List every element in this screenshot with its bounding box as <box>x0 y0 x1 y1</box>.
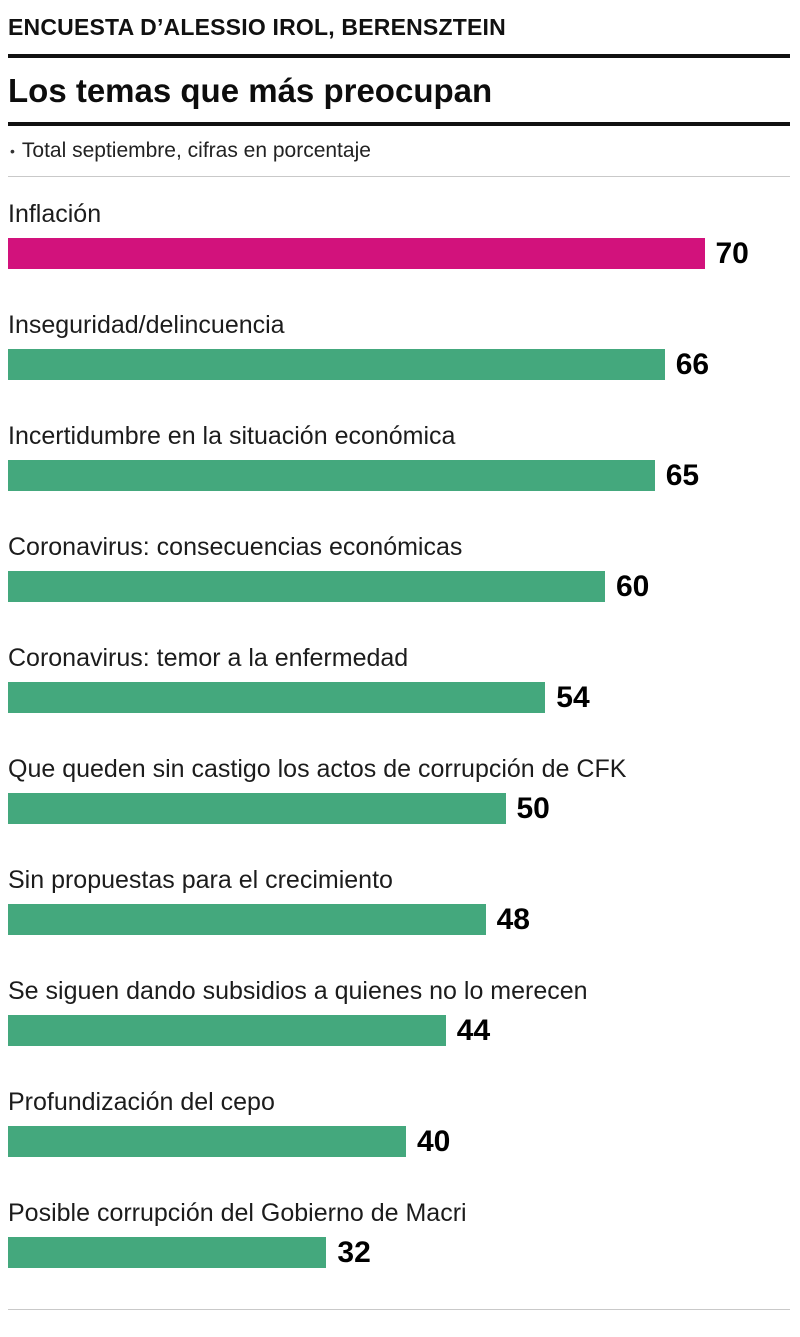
bar-category-label: Que queden sin castigo los actos de corr… <box>8 755 627 783</box>
bar-value: 60 <box>616 569 650 603</box>
bar-group: Coronavirus: consecuencias económicas 60 <box>8 532 790 602</box>
bar-category-label: Sin propuestas para el crecimiento <box>8 866 393 894</box>
bar-row: 40 <box>8 1126 790 1157</box>
bar-row: 50 <box>8 793 790 824</box>
bar-row: 32 <box>8 1237 790 1268</box>
bar-category-label: Inseguridad/delincuencia <box>8 311 285 339</box>
bar-value: 32 <box>337 1235 371 1269</box>
bar-value: 44 <box>456 1013 491 1047</box>
bar-category-label: Coronavirus: consecuencias económicas <box>8 533 463 561</box>
bar-value: 40 <box>417 1124 451 1158</box>
bar-category-label: Inflación <box>8 200 102 228</box>
bar-value: 65 <box>665 458 700 492</box>
bar-group: Inseguridad/delincuencia 66 <box>8 310 790 380</box>
bar <box>8 1126 406 1157</box>
bar-value: 70 <box>715 236 749 270</box>
bar-value: 50 <box>516 791 550 825</box>
bar <box>8 349 665 380</box>
bar-row: 48 <box>8 904 790 935</box>
bar <box>8 904 486 935</box>
subtitle-text: Total septiembre, cifras en porcentaje <box>21 139 371 162</box>
bar <box>8 238 705 269</box>
bar-group: Profundización del cepo 40 <box>8 1087 790 1157</box>
bar <box>8 682 546 713</box>
bar-group: Inflación 70 <box>8 199 790 269</box>
divider-thick-title <box>8 122 790 126</box>
bar <box>8 1237 327 1268</box>
bar-row: 70 <box>8 238 790 269</box>
bar-value: 66 <box>675 347 710 381</box>
bar-category-label: Se siguen dando subsidios a quienes no l… <box>8 977 588 1005</box>
bullet-icon: • <box>10 143 15 159</box>
bar-value: 48 <box>496 902 530 936</box>
bar-row: 54 <box>8 682 790 713</box>
bar-group: Que queden sin castigo los actos de corr… <box>8 754 790 824</box>
bar-category-label: Posible corrupción del Gobierno de Macri <box>8 1199 467 1227</box>
bar-row: 44 <box>8 1015 790 1046</box>
bar-value: 54 <box>556 680 590 714</box>
bar-group: Se siguen dando subsidios a quienes no l… <box>8 976 790 1046</box>
bar <box>8 1015 446 1046</box>
page-title: Los temas que más preocupan <box>8 72 493 109</box>
kicker: ENCUESTA D’ALESSIO IROL, BERENSZTEIN <box>8 14 506 40</box>
bar-group: Posible corrupción del Gobierno de Macri… <box>8 1198 790 1268</box>
divider-thin-subtitle <box>8 176 790 177</box>
bar-row: 60 <box>8 571 790 602</box>
divider-bottom <box>8 1309 790 1310</box>
bar-category-label: Coronavirus: temor a la enfermedad <box>8 644 409 672</box>
bar-group: Incertidumbre en la situación económica 6… <box>8 421 790 491</box>
bar-category-label: Incertidumbre en la situación económica <box>8 422 456 450</box>
bar-group: Coronavirus: temor a la enfermedad 54 <box>8 643 790 713</box>
chart-subtitle: • Total septiembre, cifras en porcentaje <box>8 126 790 176</box>
bar <box>8 460 655 491</box>
bar <box>8 793 506 824</box>
bar-category-label: Profundización del cepo <box>8 1088 275 1116</box>
bar-chart: Inflación 70 Inseguridad/delincuencia 66 Inc… <box>8 177 790 1268</box>
bar-row: 66 <box>8 349 790 380</box>
divider-thick-top <box>8 54 790 58</box>
bar <box>8 571 605 602</box>
bar-group: Sin propuestas para el crecimiento 48 <box>8 865 790 935</box>
bar-row: 65 <box>8 460 790 491</box>
